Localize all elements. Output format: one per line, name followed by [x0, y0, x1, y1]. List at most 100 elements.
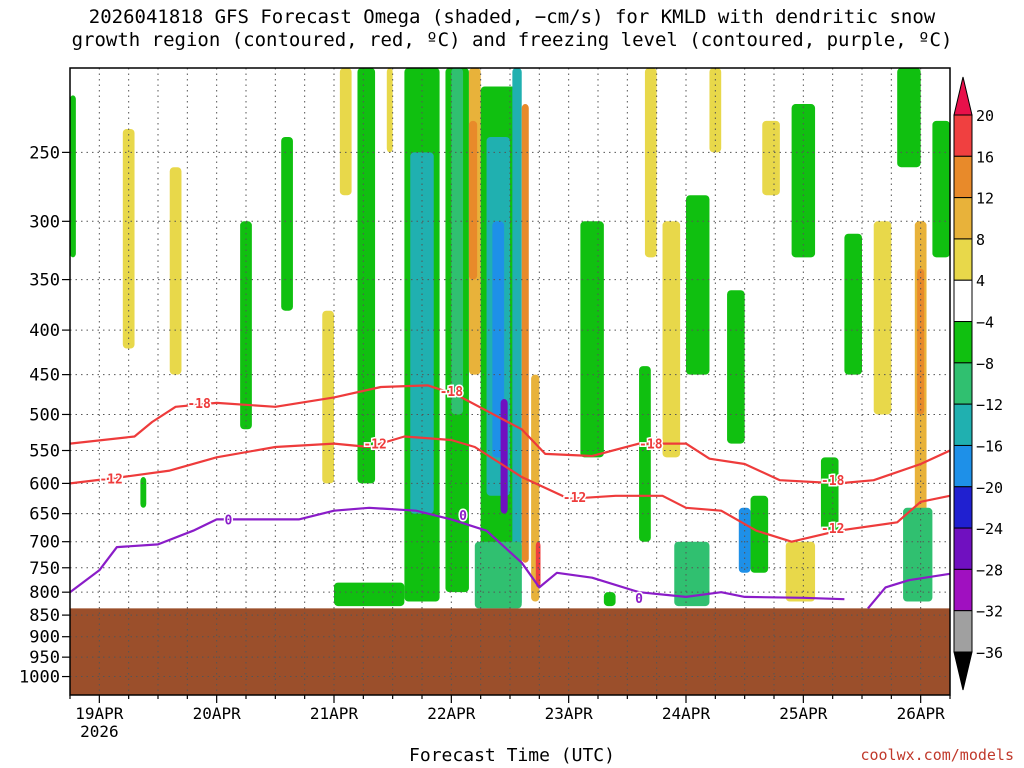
y-tick-label: 800	[29, 583, 60, 603]
dgz-contour-label: -12	[99, 472, 122, 487]
colorbar-tick-label: −4	[976, 314, 994, 332]
omega-cell	[70, 95, 76, 258]
colorbar-tick-label: 8	[976, 231, 985, 249]
colorbar-swatch	[953, 238, 973, 281]
colorbar-tick-label: −16	[976, 437, 1003, 455]
y-tick-label: 450	[29, 366, 60, 386]
y-tick-label: 700	[29, 533, 60, 553]
freezing-level-contour-label: 0	[635, 592, 643, 607]
omega-cell	[903, 507, 933, 602]
freezing-level-contour	[867, 572, 950, 610]
x-tick-label: 24APR	[662, 704, 711, 723]
colorbar-extend-bottom	[953, 651, 973, 691]
omega-cell	[762, 120, 780, 196]
colorbar-tick-label: −8	[976, 355, 994, 373]
colorbar-tick-label: −12	[976, 396, 1003, 414]
y-tick-label: 850	[29, 606, 60, 626]
dgz-contour	[70, 435, 950, 543]
y-tick-label: 550	[29, 442, 60, 462]
omega-cell	[357, 68, 376, 484]
colorbar-tick-label: −36	[976, 644, 1003, 662]
colorbar-tick-label: −32	[976, 603, 1003, 621]
dgz-contour-label: -18	[639, 438, 663, 453]
omega-cell	[500, 399, 508, 514]
x-tick-label: 20APR	[193, 704, 242, 723]
freezing-level-contour	[70, 506, 845, 601]
colorbar-swatch	[953, 568, 973, 612]
omega-cell	[662, 221, 681, 458]
colorbar-swatch	[953, 155, 973, 199]
temperature-contours: -18 -18 -18 -18 -12 -12 -12 -12 0 0 0	[70, 384, 950, 610]
y-tick-label: 650	[29, 505, 60, 525]
x-tick-sublabel: 2026	[80, 722, 119, 741]
omega-cell	[644, 68, 657, 258]
omega-cell	[492, 221, 505, 458]
y-tick-label: 400	[29, 321, 60, 341]
colorbar-swatch	[953, 403, 973, 446]
omega-cell	[674, 541, 710, 607]
omega-cell	[521, 104, 529, 563]
colorbar-tick-label: −24	[976, 520, 1003, 538]
y-tick-label: 750	[29, 559, 60, 579]
omega-cell	[169, 167, 182, 375]
colorbar-swatch	[953, 321, 973, 364]
dgz-contour	[70, 384, 950, 485]
omega-cell	[468, 120, 478, 280]
colorbar-swatch	[953, 610, 973, 653]
omega-cell	[474, 541, 522, 609]
omega-cell	[917, 268, 925, 415]
omega-cell	[603, 592, 616, 607]
y-tick-label: 1000	[19, 668, 60, 688]
colorbar-tick-label: 20	[976, 107, 994, 125]
dgz-contour-label: -18	[187, 397, 211, 412]
x-tick-label: 21APR	[310, 704, 359, 723]
omega-cell	[897, 68, 921, 168]
omega-cell	[451, 68, 464, 415]
colorbar: 20 16 12 8 4 −4 −8 −12 −16 −20 −24 −28 −32 −36	[953, 76, 1003, 691]
x-axis-label: Forecast Time (UTC)	[409, 745, 615, 766]
x-tick-label: 25APR	[779, 704, 828, 723]
dgz-contour-label: -12	[821, 522, 844, 537]
omega-cell	[140, 477, 147, 508]
omega-cell	[386, 68, 393, 153]
y-tick-label: 350	[29, 271, 60, 291]
y-tick-label: 950	[29, 648, 60, 668]
omega-cell	[820, 457, 839, 531]
colorbar-tick-label: −28	[976, 561, 1003, 579]
colorbar-tick-label: 12	[976, 190, 994, 208]
y-tick-label: 300	[29, 212, 60, 232]
grid-lines	[70, 68, 950, 695]
omega-cell	[334, 582, 405, 607]
colorbar-swatch	[953, 279, 973, 323]
colorbar-swatch	[953, 444, 973, 488]
omega-cell	[791, 104, 816, 258]
omega-cell	[709, 68, 722, 153]
colorbar-tick-label: 4	[976, 272, 985, 290]
y-tick-label: 250	[29, 143, 60, 163]
omega-cell	[932, 120, 950, 258]
omega-cell	[686, 195, 710, 375]
source-credit: coolwx.com/models	[860, 746, 1014, 764]
pressure-axis: 2503003504004505005506006507007508008509…	[19, 143, 70, 688]
colorbar-swatch	[953, 527, 973, 570]
y-tick-label: 600	[29, 474, 60, 494]
dgz-contour-label: -12	[563, 491, 586, 506]
y-tick-label: 500	[29, 405, 60, 425]
x-tick-label: 22APR	[427, 704, 476, 723]
freezing-level-contour-label: 0	[459, 509, 467, 524]
omega-cell	[322, 310, 334, 484]
dgz-contour-label: -18	[440, 385, 464, 400]
dgz-contour-label: -12	[363, 438, 386, 453]
colorbar-swatch	[953, 197, 973, 240]
omega-cell	[844, 233, 862, 375]
omega-cell	[727, 290, 745, 444]
omega-shading	[70, 68, 950, 609]
omega-cell	[339, 68, 352, 196]
colorbar-swatch	[953, 114, 973, 157]
freezing-level-contour-label: 0	[224, 513, 232, 528]
y-tick-label: 900	[29, 628, 60, 648]
colorbar-swatch	[953, 362, 973, 405]
dgz-contour-label: -18	[821, 474, 845, 489]
